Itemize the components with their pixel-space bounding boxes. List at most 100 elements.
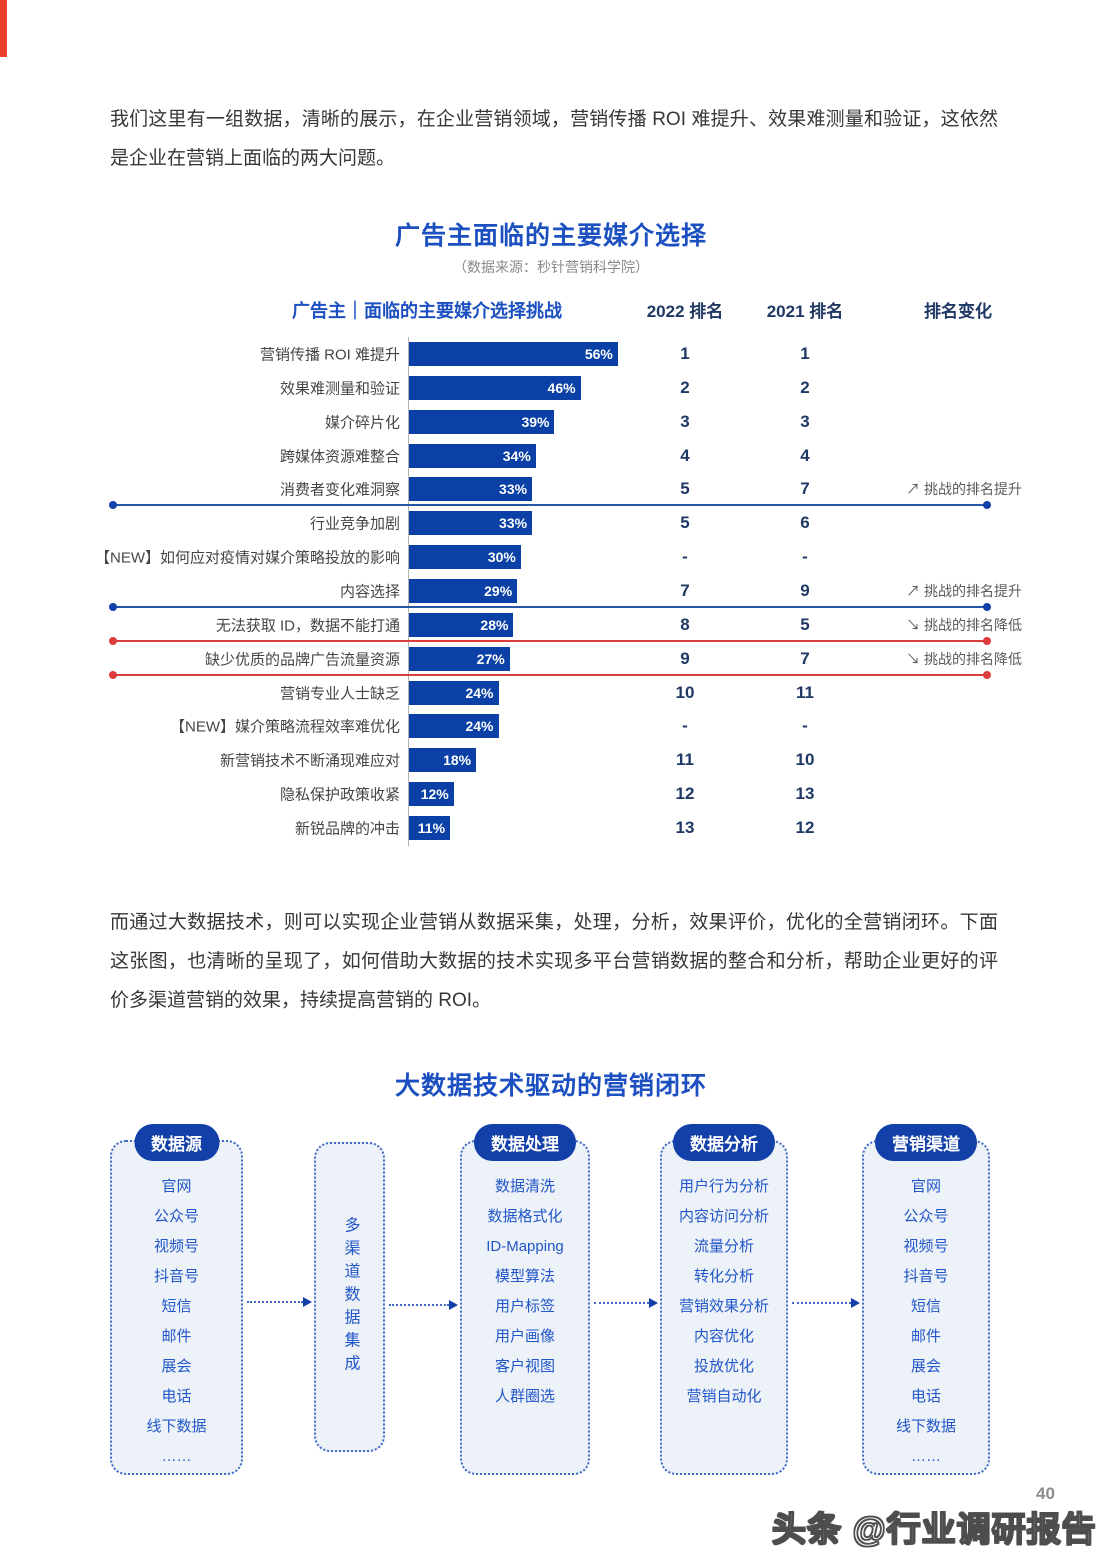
chart-header-rank-2021: 2021 排名 (766, 302, 844, 321)
diagram-item: 用户标签 (494, 1298, 555, 1315)
rank-2021-value: - (802, 716, 808, 736)
challenge-label: 新营销技术不断涌现难应对 (219, 752, 400, 770)
flow-arrow-icon (792, 1298, 860, 1308)
bar-value-label: 46% (547, 379, 576, 396)
diagram-item: 客户视图 (494, 1358, 555, 1375)
bar-value-label: 12% (420, 786, 449, 803)
page-number: 40 (1036, 1484, 1055, 1503)
chart-row: 媒介碎片化 39% 3 3 (0, 405, 1102, 439)
rank-2021-value: 2 (800, 377, 810, 397)
chart-title: 广告主面临的主要媒介选择 (394, 222, 707, 250)
rank-change-note: ↗ 挑战的排名提升 (906, 582, 1022, 599)
chart-header-rank-2022: 2022 排名 (646, 302, 724, 321)
bar-value-label: 56% (584, 345, 613, 362)
rank-change-note: ↗ 挑战的排名提升 (906, 481, 1022, 498)
bar: 27% (409, 646, 510, 671)
challenge-label: 跨媒体资源难整合 (279, 448, 400, 465)
middle-paragraph: 而通过大数据技术，则可以实现企业营销从数据采集，处理，分析，效果评价，优化的全营… (110, 912, 998, 1011)
diagram-item: 数据清洗 (494, 1178, 555, 1195)
chart-row: 新锐品牌的冲击 11% 13 12 (0, 811, 1102, 845)
rank-change-note: ↘ 挑战的排名降低 (906, 650, 1022, 667)
rank-change-line-blue (109, 501, 991, 510)
diagram-item: 展会 (161, 1358, 192, 1375)
rank-2021-value: 11 (796, 682, 814, 702)
chart-row: 跨媒体资源难整合 34% 4 4 (0, 439, 1102, 473)
bar: 56% (409, 341, 618, 366)
rank-2021-value: 13 (795, 784, 815, 804)
rank-2021-value: 10 (795, 750, 815, 770)
bar-value-label: 11% (417, 819, 446, 836)
diagram-column-header: 营销渠道 (875, 1124, 977, 1161)
rank-2022-value: 11 (676, 750, 694, 770)
diagram-item: 营销效果分析 (678, 1298, 769, 1315)
challenge-label: 营销专业人士缺乏 (279, 685, 400, 703)
bar-value-label: 18% (443, 752, 472, 769)
diagram-item: 电话 (161, 1388, 192, 1405)
bar-value-label: 30% (487, 549, 516, 566)
flow-arrow-icon (389, 1300, 458, 1310)
diagram-item: 内容优化 (693, 1328, 754, 1345)
chart-header-rank-change: 排名变化 (924, 302, 992, 321)
challenge-label: 营销传播 ROI 难提升 (259, 346, 400, 364)
red-accent-bar (0, 0, 7, 57)
chart-row: 无法获取 ID，数据不能打通 28% 8 5 ↘ 挑战的排名降低 (0, 608, 1102, 642)
diagram-vertical-label: 多渠道数据集成 (341, 1216, 359, 1378)
diagram-item: 官网 (161, 1178, 192, 1195)
diagram-item: 人群圈选 (494, 1388, 555, 1405)
diagram-item: 短信 (161, 1298, 192, 1315)
bar: 30% (409, 545, 521, 570)
bar-value-label: 29% (484, 582, 513, 599)
diagram-item: 抖音号 (153, 1268, 199, 1285)
diagram-column-header: 数据分析 (673, 1124, 775, 1161)
rank-2022-value: 1 (680, 343, 690, 363)
rank-change-note: ↘ 挑战的排名降低 (906, 616, 1022, 633)
diagram-item: 线下数据 (895, 1418, 956, 1435)
diagram-item: 官网 (910, 1178, 941, 1195)
rank-2021-value: 4 (800, 445, 810, 465)
diagram-item: 营销自动化 (686, 1388, 762, 1405)
challenge-label: 【NEW】媒介策略流程效率难优化 (170, 718, 400, 736)
diagram-item: 邮件 (910, 1328, 941, 1345)
diagram-item: 投放优化 (693, 1358, 754, 1375)
rank-2021-value: 3 (800, 411, 810, 431)
bar: 18% (409, 748, 477, 773)
rank-2021-value: 6 (800, 513, 810, 533)
rank-2021-value: 1 (800, 343, 810, 363)
diagram-item: 内容访问分析 (678, 1208, 769, 1225)
rank-change-line-blue (109, 602, 991, 611)
diagram-item: 线下数据 (146, 1418, 207, 1435)
chart-header-challenge: 广告主｜面临的主要媒介选择挑战 (292, 301, 562, 321)
bar-value-label: 24% (465, 684, 494, 701)
chart-row: 营销传播 ROI 难提升 56% 1 1 (0, 337, 1102, 371)
chart-source: （数据来源：秒针营销科学院） (453, 259, 649, 275)
rank-change-line-red (109, 636, 991, 645)
diagram-column-data-source: 数据源 官网 公众号 视频号 抖音号 短信 邮件 展会 电话 线下数据 …… (110, 1124, 243, 1475)
diagram-item: 用户画像 (494, 1328, 555, 1345)
rank-2022-value: 5 (680, 479, 690, 499)
diagram-item: …… (911, 1448, 941, 1465)
bar-value-label: 34% (502, 447, 531, 464)
rank-2022-value: 2 (680, 377, 690, 397)
chart-row: 新营销技术不断涌现难应对 18% 11 10 (0, 743, 1102, 777)
rank-2022-value: 10 (675, 682, 695, 702)
chart-row: 行业竞争加剧 33% 5 6 (0, 506, 1102, 540)
challenge-label: 无法获取 ID，数据不能打通 (215, 617, 400, 635)
bar-value-label: 28% (480, 616, 509, 633)
diagram-column-header: 数据源 (134, 1124, 219, 1161)
rank-2022-value: - (682, 547, 688, 567)
diagram-item: 转化分析 (693, 1268, 754, 1285)
diagram-column-marketing-channel: 营销渠道 官网 公众号 视频号 抖音号 短信 邮件 展会 电话 线下数据 …… (862, 1124, 990, 1475)
challenge-label: 内容选择 (339, 583, 400, 601)
rank-2022-value: 12 (675, 784, 695, 804)
chart-axis-line (408, 337, 409, 846)
watermark: 头条 @行业调研报告 (771, 1510, 1097, 1549)
diagram-column-items: 用户行为分析 内容访问分析 流量分析 转化分析 营销效果分析 内容优化 投放优化 营销自动化 (662, 1142, 786, 1412)
rank-change-line-red (109, 670, 991, 679)
diagram-item: 短信 (910, 1298, 941, 1315)
challenge-label: 隐私保护政策收紧 (279, 786, 400, 804)
bar-value-label: 27% (476, 650, 505, 667)
chart-row: 缺少优质的品牌广告流量资源 27% 9 7 ↘ 挑战的排名降低 (0, 642, 1102, 676)
diagram-title: 大数据技术驱动的营销闭环 (394, 1072, 707, 1100)
diagram-column-items: 官网 公众号 视频号 抖音号 短信 邮件 展会 电话 线下数据 …… (864, 1142, 988, 1472)
rank-2022-value: 13 (675, 817, 695, 837)
